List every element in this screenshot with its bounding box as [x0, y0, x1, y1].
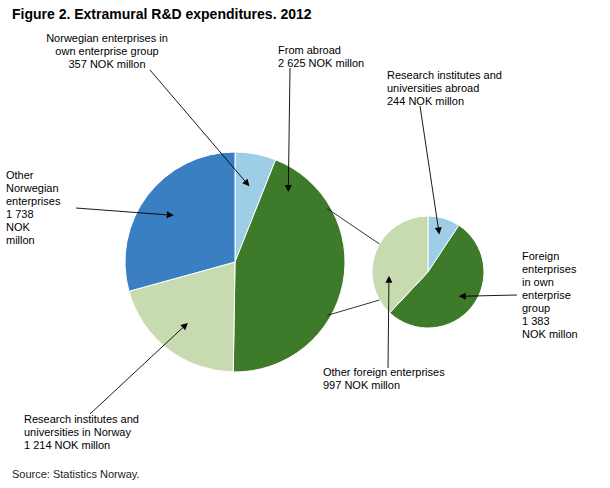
html-text:Source: Statistics Norway.: Source: Statistics Norway.	[12, 468, 140, 480]
html-text:Figure 2. Extramural R&D expen: Figure 2. Extramural R&D expenditures. 2…	[12, 6, 312, 22]
svg-text:Other foreign enterprises997 N: Other foreign enterprises997 NOK millon	[323, 366, 445, 391]
svg-text:Norwegian enterprises inown en: Norwegian enterprises inown enterprise g…	[46, 32, 168, 70]
svg-text:Research institutes andunivers: Research institutes anduniversities abro…	[387, 69, 502, 107]
svg-text:OtherNorwegianenterprises1 738: OtherNorwegianenterprises1 738NOKmillon	[8, 169, 61, 246]
svg-text:Foreignenterprisesin ownenterp: Foreignenterprisesin ownenterprisegroup1…	[522, 250, 578, 340]
svg-text:Research institutes andunivers: Research institutes anduniversities in N…	[24, 413, 139, 451]
svg-text:From abroad2 625 NOK millon: From abroad2 625 NOK millon	[278, 44, 364, 69]
